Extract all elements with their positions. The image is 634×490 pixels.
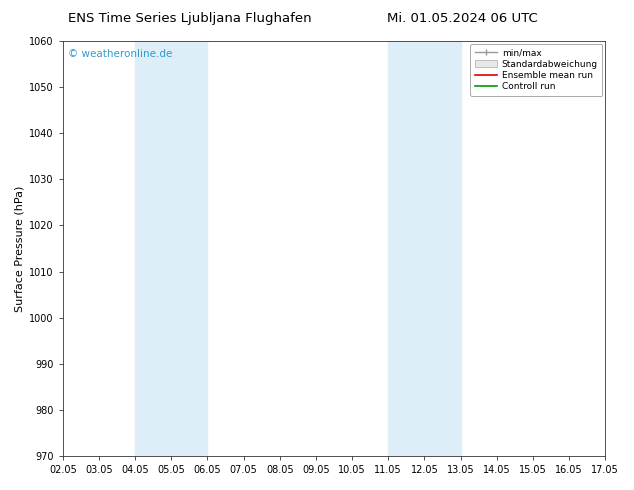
Legend: min/max, Standardabweichung, Ensemble mean run, Controll run: min/max, Standardabweichung, Ensemble me… <box>470 44 602 96</box>
Text: © weatheronline.de: © weatheronline.de <box>68 49 172 59</box>
Bar <box>135 41 207 456</box>
Text: Mi. 01.05.2024 06 UTC: Mi. 01.05.2024 06 UTC <box>387 12 538 25</box>
Y-axis label: Surface Pressure (hPa): Surface Pressure (hPa) <box>15 185 25 312</box>
Text: ENS Time Series Ljubljana Flughafen: ENS Time Series Ljubljana Flughafen <box>68 12 312 25</box>
Bar <box>388 41 460 456</box>
